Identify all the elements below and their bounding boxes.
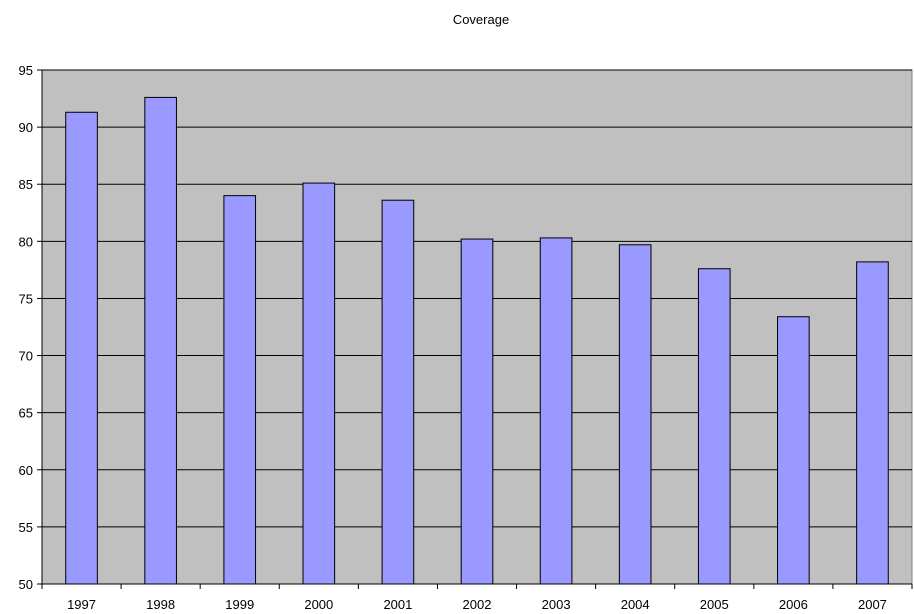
bar-2000 [302, 182, 336, 585]
x-tick-label: 2001 [383, 597, 412, 612]
x-tick-label: 2002 [463, 597, 492, 612]
bars [65, 96, 889, 585]
bar-2005 [697, 268, 731, 585]
bar-2003 [539, 237, 573, 585]
y-tick-label: 85 [19, 177, 33, 192]
y-tick-label: 90 [19, 120, 33, 135]
x-tick-label: 1999 [225, 597, 254, 612]
bar-1997 [65, 111, 98, 585]
bar-1999 [223, 195, 257, 585]
y-tick-label: 50 [19, 577, 33, 592]
x-tick-label: 2000 [304, 597, 333, 612]
bar-2001 [381, 199, 415, 585]
bar-2002 [460, 238, 494, 585]
x-axis: 1997 1998 1999 2000 2001 2002 2003 2004 2005 2006… [41, 583, 913, 612]
chart-title: Coverage [453, 12, 509, 27]
y-tick-label: 95 [19, 63, 33, 78]
x-tick-label: 2004 [621, 597, 650, 612]
x-tick-label: 2006 [779, 597, 808, 612]
x-tick-label: 1998 [146, 597, 175, 612]
y-tick-label: 70 [19, 349, 33, 364]
y-axis: 50 55 60 65 70 75 80 85 90 95 [19, 63, 43, 592]
y-tick-label: 75 [19, 291, 33, 306]
y-tick-label: 60 [19, 463, 33, 478]
x-tick-label: 2005 [700, 597, 729, 612]
x-tick-label: 2007 [858, 597, 887, 612]
x-tick-label: 2003 [542, 597, 571, 612]
y-tick-label: 65 [19, 406, 33, 421]
y-tick-label: 80 [19, 234, 33, 249]
x-tick-label: 1997 [67, 597, 96, 612]
bar-1998 [144, 96, 177, 585]
bar-2007 [856, 261, 889, 585]
y-tick-label: 55 [19, 520, 33, 535]
bar-2004 [618, 244, 652, 585]
bar-2006 [777, 316, 810, 585]
